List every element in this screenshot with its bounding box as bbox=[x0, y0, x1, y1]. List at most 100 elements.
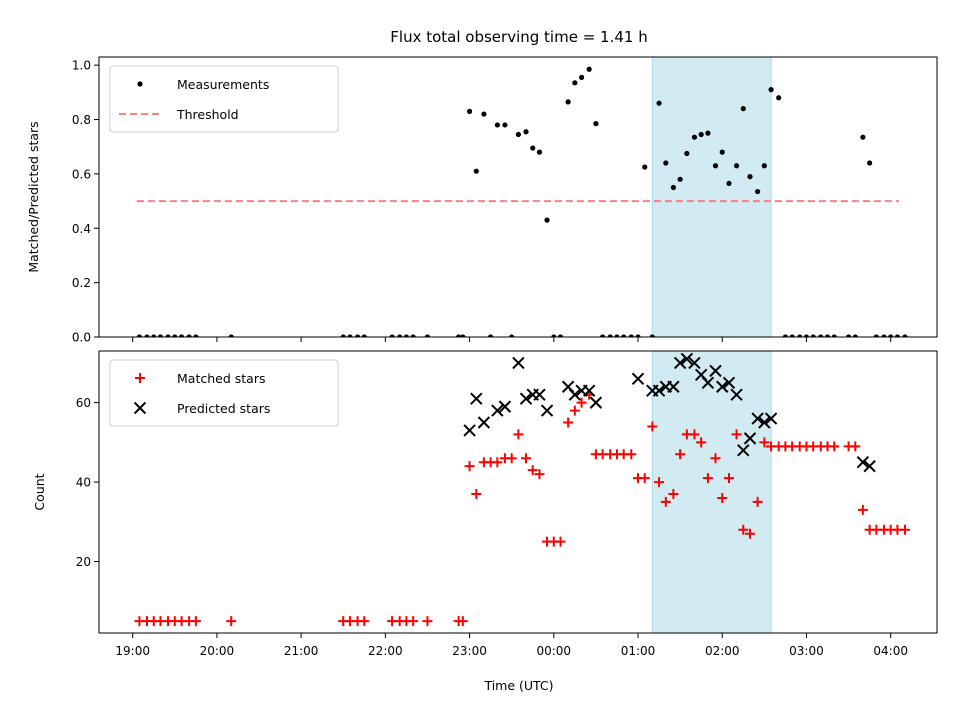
measurements-point bbox=[628, 334, 634, 337]
measurements-point bbox=[642, 164, 648, 170]
predicted-stars-point bbox=[856, 456, 870, 469]
matched-stars-point bbox=[731, 429, 742, 440]
measurements-point bbox=[698, 131, 704, 138]
legend-measurements-label: Measurements bbox=[177, 77, 269, 92]
measurements-point bbox=[677, 176, 683, 182]
bottom-y-axis-title: Count bbox=[32, 473, 47, 510]
y-tick-label: 0.6 bbox=[72, 167, 91, 181]
matched-stars-point bbox=[689, 429, 700, 440]
measurements-point bbox=[663, 160, 669, 166]
predicted-stars-point bbox=[568, 388, 582, 401]
observing-window-span bbox=[651, 56, 772, 338]
measurements-point bbox=[768, 87, 774, 93]
measurements-point bbox=[740, 106, 746, 112]
measurements-point bbox=[845, 334, 852, 337]
predicted-stars-point bbox=[701, 376, 715, 389]
matched-stars-point bbox=[647, 421, 658, 432]
measurements-point bbox=[157, 334, 164, 337]
measurements-point bbox=[397, 334, 403, 337]
measurements-point bbox=[340, 334, 346, 337]
plot-area bbox=[134, 352, 910, 627]
measurements-point bbox=[867, 160, 873, 166]
legend-measurements-swatch bbox=[137, 81, 143, 87]
measurements-point bbox=[747, 174, 753, 180]
measurements-point bbox=[151, 334, 157, 337]
measurements-point bbox=[389, 334, 395, 337]
measurements-point bbox=[691, 134, 698, 140]
measurements-point bbox=[509, 334, 515, 337]
top-y-axis-title: Matched/Predicted stars bbox=[26, 121, 41, 272]
measurements-point bbox=[565, 99, 571, 105]
predicted-stars-point bbox=[751, 412, 764, 425]
axes-frame bbox=[98, 56, 938, 338]
matched-stars-point bbox=[654, 477, 665, 488]
legend-predicted-stars-label: Predicted stars bbox=[177, 401, 270, 416]
measurements-point bbox=[515, 131, 522, 138]
predicted-stars-point bbox=[688, 356, 701, 370]
matched-stars-point bbox=[555, 536, 566, 547]
measurements-point bbox=[410, 334, 416, 337]
matched-stars-point bbox=[576, 397, 587, 408]
legend-threshold-label: Threshold bbox=[176, 107, 239, 122]
matched-stars-point bbox=[899, 524, 910, 535]
predicted-stars-point bbox=[498, 400, 512, 413]
observing-window-span bbox=[651, 350, 772, 634]
x-tick-label: 19:00 bbox=[115, 644, 150, 658]
x-tick-label: 02:00 bbox=[705, 644, 740, 658]
measurements-point bbox=[635, 334, 641, 337]
matched-stars-point bbox=[710, 453, 721, 464]
predicted-stars-point bbox=[680, 352, 694, 366]
measurements-point bbox=[782, 334, 789, 337]
measurements-point bbox=[347, 334, 353, 337]
measurements-point bbox=[789, 334, 795, 337]
measurements-point bbox=[403, 334, 410, 337]
predicted-stars-point bbox=[491, 404, 504, 417]
matched-stars-point bbox=[857, 504, 868, 515]
measurements-point bbox=[860, 134, 866, 140]
measurements-point bbox=[621, 334, 627, 337]
matched-stars-point bbox=[534, 469, 545, 480]
legend: Matched stars Predicted stars bbox=[109, 359, 339, 427]
measurements-point bbox=[607, 334, 613, 337]
matched-stars-point bbox=[506, 453, 517, 464]
measurements-point bbox=[873, 334, 879, 337]
predicted-stars-point bbox=[463, 424, 476, 437]
matched-stars-point bbox=[359, 616, 370, 627]
matched-stars-point bbox=[702, 473, 713, 484]
measurements-point bbox=[424, 334, 431, 337]
measurements-point bbox=[488, 334, 494, 337]
matched-stars-point bbox=[723, 473, 734, 484]
predicted-stars-point bbox=[709, 364, 722, 378]
x-tick-label: 22:00 bbox=[368, 644, 403, 658]
predicted-stars-point bbox=[716, 380, 729, 393]
measurements-point bbox=[586, 66, 592, 72]
legend-predicted-stars-swatch bbox=[133, 401, 147, 415]
measurements-point bbox=[361, 334, 367, 337]
measurements-point bbox=[852, 334, 858, 337]
y-tick-label: 0.0 bbox=[72, 331, 91, 345]
measurements-point bbox=[719, 149, 725, 155]
legend-matched-stars-label: Matched stars bbox=[177, 371, 265, 386]
measurements-point bbox=[755, 188, 761, 195]
measurements-point bbox=[797, 334, 803, 337]
matched-stars-point bbox=[422, 616, 433, 627]
y-tick-label: 0.4 bbox=[72, 222, 91, 236]
x-tick-label: 21:00 bbox=[284, 644, 319, 658]
matched-stars-point bbox=[471, 488, 482, 499]
x-tick-label: 00:00 bbox=[536, 644, 571, 658]
measurements-point bbox=[354, 334, 361, 337]
x-tick-label: 20:00 bbox=[200, 644, 235, 658]
legend-box bbox=[109, 65, 339, 133]
predicted-stars-point bbox=[743, 432, 757, 445]
y-tick-label: 20 bbox=[76, 555, 91, 569]
matched-stars-point bbox=[408, 616, 419, 627]
matched-stars-point bbox=[513, 429, 524, 440]
measurements-point bbox=[593, 121, 599, 127]
measurements-point bbox=[144, 334, 150, 337]
bottom-panel: 20 40 60 19:00 20:00 21:00 22:00 23:00 00:00 01:0… bbox=[76, 350, 938, 658]
measurements-point bbox=[460, 334, 466, 337]
measurements-point bbox=[536, 149, 543, 155]
measurements-point bbox=[684, 150, 690, 157]
matched-stars-point bbox=[759, 437, 770, 448]
y-tick-label: 40 bbox=[76, 476, 91, 490]
